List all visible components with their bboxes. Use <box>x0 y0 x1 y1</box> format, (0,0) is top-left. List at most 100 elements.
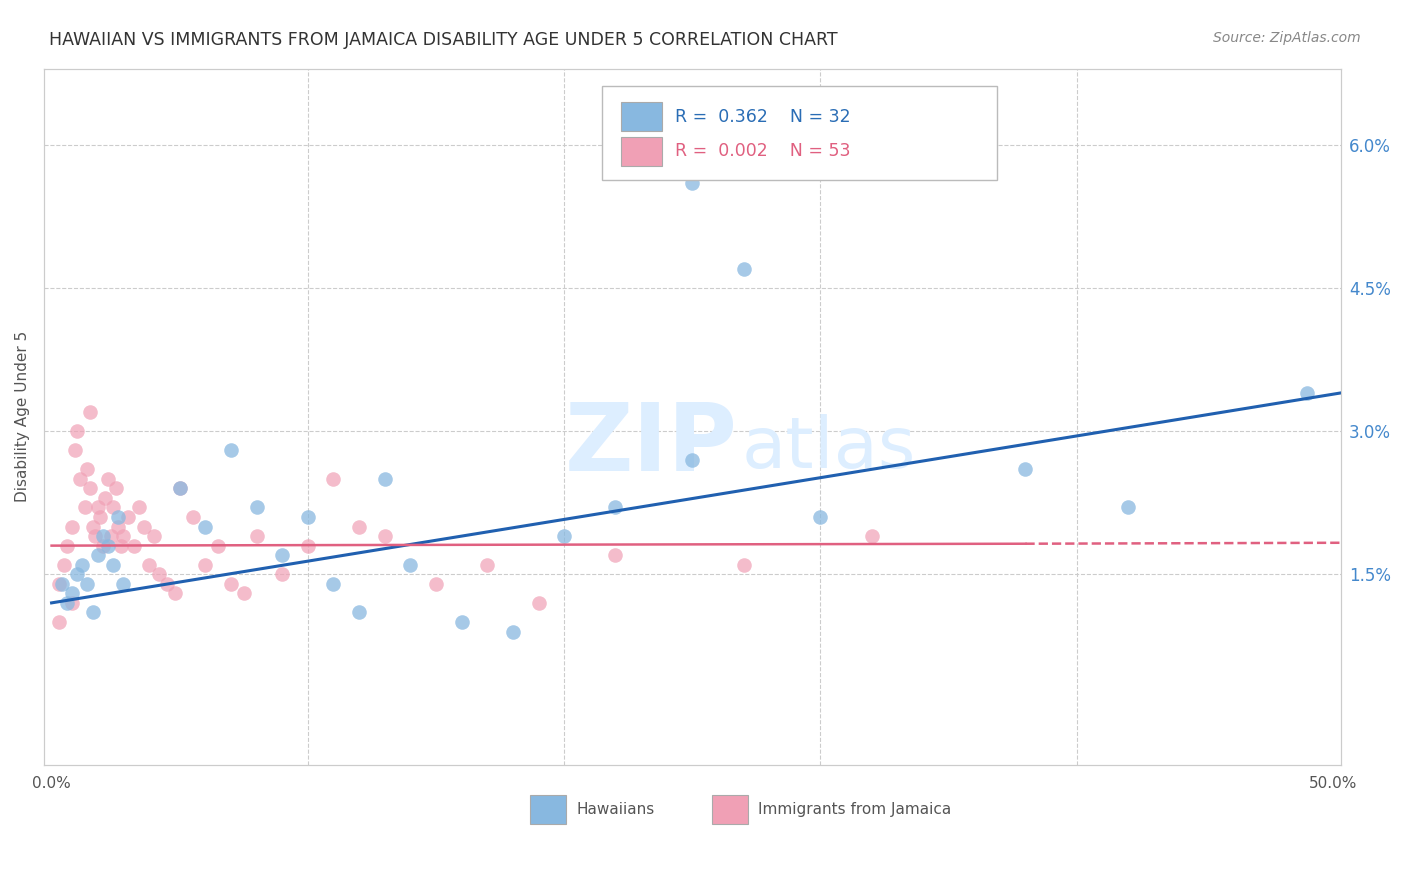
Text: Hawaiians: Hawaiians <box>576 802 655 817</box>
Point <box>297 510 319 524</box>
Point <box>56 539 79 553</box>
Point <box>110 539 132 553</box>
Point <box>84 529 107 543</box>
Point <box>72 558 94 572</box>
Point <box>219 576 242 591</box>
Point <box>79 405 101 419</box>
Point <box>681 176 703 190</box>
Point <box>79 482 101 496</box>
Point <box>246 500 269 515</box>
Point <box>100 529 122 543</box>
Point <box>605 500 627 515</box>
Point <box>477 558 499 572</box>
Point <box>148 567 170 582</box>
Point <box>91 539 114 553</box>
Point <box>194 558 217 572</box>
Point <box>156 576 179 591</box>
Point <box>117 510 139 524</box>
Point <box>527 596 550 610</box>
Text: atlas: atlas <box>741 414 915 483</box>
Point <box>101 558 124 572</box>
Point <box>86 548 108 562</box>
Text: Source: ZipAtlas.com: Source: ZipAtlas.com <box>1213 31 1361 45</box>
Point <box>399 558 422 572</box>
Point <box>86 500 108 515</box>
Point <box>810 510 832 524</box>
Point <box>128 500 150 515</box>
Point <box>169 482 191 496</box>
Point <box>112 576 135 591</box>
Text: HAWAIIAN VS IMMIGRANTS FROM JAMAICA DISABILITY AGE UNDER 5 CORRELATION CHART: HAWAIIAN VS IMMIGRANTS FROM JAMAICA DISA… <box>49 31 838 49</box>
Point <box>450 615 472 629</box>
Text: R =  0.362    N = 32: R = 0.362 N = 32 <box>675 108 851 126</box>
Point <box>181 510 204 524</box>
Point <box>48 576 70 591</box>
Bar <box>530 795 567 824</box>
Point <box>143 529 166 543</box>
Point <box>97 539 120 553</box>
Point <box>163 586 186 600</box>
Point <box>681 452 703 467</box>
Point <box>297 539 319 553</box>
Point <box>194 519 217 533</box>
Text: ZIP: ZIP <box>565 399 738 491</box>
Point <box>63 443 86 458</box>
Point <box>89 510 111 524</box>
Point <box>82 606 104 620</box>
Point <box>122 539 145 553</box>
Point <box>76 576 98 591</box>
Point <box>219 443 242 458</box>
Point <box>605 548 627 562</box>
Point <box>1296 386 1319 401</box>
Point <box>232 586 254 600</box>
Y-axis label: Disability Age Under 5: Disability Age Under 5 <box>15 331 30 502</box>
Point <box>66 567 89 582</box>
Point <box>104 482 127 496</box>
Point <box>860 529 883 543</box>
Point <box>112 529 135 543</box>
Point <box>132 519 155 533</box>
Point <box>138 558 160 572</box>
Point <box>51 576 73 591</box>
Point <box>107 519 129 533</box>
Point <box>1116 500 1139 515</box>
Point <box>733 558 755 572</box>
Point <box>246 529 269 543</box>
Point <box>73 500 96 515</box>
FancyBboxPatch shape <box>602 86 997 180</box>
Point <box>553 529 575 543</box>
Point <box>82 519 104 533</box>
Point <box>347 606 370 620</box>
Point <box>107 510 129 524</box>
Point <box>76 462 98 476</box>
Point <box>66 424 89 438</box>
Point <box>322 472 344 486</box>
Point <box>733 261 755 276</box>
Point <box>347 519 370 533</box>
Point <box>207 539 229 553</box>
Point <box>91 529 114 543</box>
Point <box>48 615 70 629</box>
Point <box>425 576 447 591</box>
Bar <box>621 136 662 166</box>
Point <box>101 500 124 515</box>
Text: R =  0.002    N = 53: R = 0.002 N = 53 <box>675 143 851 161</box>
Bar <box>621 102 662 131</box>
Point <box>322 576 344 591</box>
Point <box>374 529 396 543</box>
Point <box>271 548 294 562</box>
Bar <box>711 795 748 824</box>
Point <box>53 558 76 572</box>
Point <box>1014 462 1036 476</box>
Point <box>94 491 117 505</box>
Point <box>60 519 83 533</box>
Point <box>69 472 91 486</box>
Point <box>60 596 83 610</box>
Point <box>169 482 191 496</box>
Text: Immigrants from Jamaica: Immigrants from Jamaica <box>758 802 952 817</box>
Point <box>56 596 79 610</box>
Point <box>271 567 294 582</box>
Point <box>374 472 396 486</box>
Point <box>502 624 524 639</box>
Point <box>60 586 83 600</box>
